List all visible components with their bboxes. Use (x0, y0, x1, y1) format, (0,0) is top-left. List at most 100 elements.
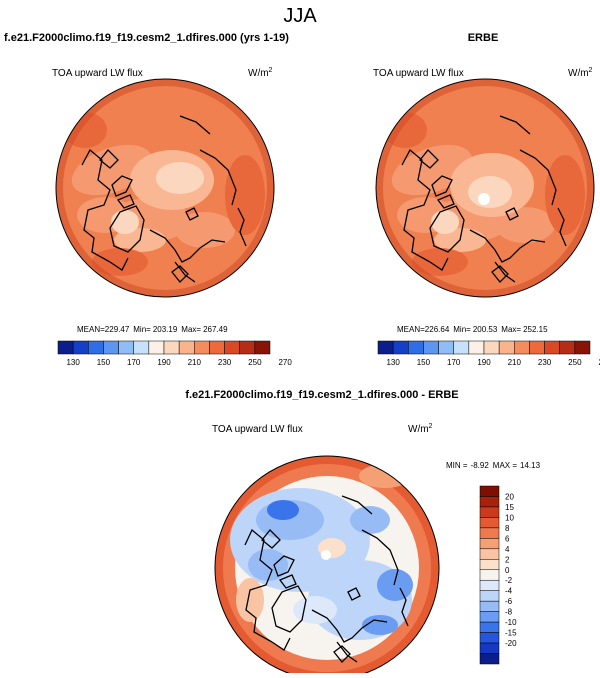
colorbar-tick-label: -20 (505, 639, 517, 648)
colorbar-box (423, 340, 439, 355)
colorbar-tick-label: 20 (505, 492, 514, 501)
colorbar-box (529, 340, 545, 355)
colorbar-tick-label: 130 (66, 358, 80, 367)
colorbar-box (559, 340, 576, 355)
colorbar-box (479, 590, 500, 602)
colorbar-tick-label: 10 (505, 513, 514, 522)
colorbar-tick-label: -4 (505, 587, 513, 596)
panel-diff-map-border (214, 455, 440, 678)
colorbar-box (148, 340, 165, 355)
colorbar-box (483, 340, 500, 355)
panel-model-units: W/m2 (248, 67, 273, 79)
panel-model-map-field (56, 79, 274, 297)
panel-diff-map-field (215, 456, 439, 678)
panel-model-coastlines (81, 115, 247, 283)
colorbar-box (118, 340, 134, 355)
colorbar-box (498, 340, 515, 355)
panel-obs-coastlines (401, 115, 567, 283)
panel-model-map-border (55, 78, 275, 298)
colorbar-box (544, 340, 560, 355)
colorbar-box (479, 548, 500, 560)
colorbar-box (514, 340, 530, 355)
colorbar-tick-label: 190 (157, 358, 171, 367)
colorbar-tick-label: 230 (538, 358, 552, 367)
colorbar-tick-label: -6 (505, 597, 513, 606)
colorbar-box (103, 340, 119, 355)
panel-diff-coastlines (244, 495, 409, 663)
colorbar-tick-label: -15 (505, 629, 517, 638)
colorbar-box (479, 559, 500, 571)
colorbar-tick-label: 130 (386, 358, 400, 367)
colorbar-box (438, 340, 454, 355)
colorbar-tick-label: 230 (218, 358, 232, 367)
colorbar-tick-label: 0 (505, 566, 510, 575)
colorbar-box (479, 527, 500, 539)
colorbar-tick-label: -2 (505, 576, 513, 585)
panel-obs-units: W/m2 (568, 67, 593, 79)
colorbar-tick-label: 8 (505, 524, 510, 533)
panel-diff-units: W/m2 (408, 423, 433, 435)
panel-diff-variable-label: TOA upward LW flux (212, 424, 303, 435)
panel-model: f.e21.F2000climo.f19_f19.cesm2_1.dfires.… (4, 32, 292, 367)
panel-obs-variable-label: TOA upward LW flux (373, 68, 464, 79)
page-title: JJA (283, 5, 317, 27)
panel-obs-title: ERBE (468, 32, 499, 44)
colorbar-box (133, 340, 150, 355)
colorbar-box (88, 340, 104, 355)
colorbar-box (479, 611, 500, 623)
panel-diff: f.e21.F2000climo.f19_f19.cesm2_1.dfires.… (185, 389, 541, 678)
panel-obs-map-field (376, 79, 594, 297)
colorbar-box (178, 340, 195, 355)
colorbar-tick-label: 2 (505, 555, 510, 564)
colorbar-tick-label: 270 (598, 358, 600, 367)
colorbar-tick-label: 150 (97, 358, 111, 367)
colorbar-box (224, 340, 240, 355)
colorbar-tick-label: 170 (447, 358, 461, 367)
colorbar-tick-label: 210 (188, 358, 202, 367)
colorbar-tick-label: 210 (508, 358, 522, 367)
colorbar-box (209, 340, 225, 355)
colorbar-box (408, 340, 424, 355)
colorbar-box (574, 340, 591, 355)
colorbar-box (453, 340, 470, 355)
colorbar-box (239, 340, 256, 355)
colorbar-tick-label: -8 (505, 608, 513, 617)
colorbar-box (479, 579, 500, 591)
colorbar-box (377, 340, 394, 355)
colorbar-box (479, 485, 500, 497)
panel-model-variable-label: TOA upward LW flux (52, 68, 143, 79)
colorbar-box (254, 340, 271, 355)
colorbar-tick-label: 6 (505, 534, 510, 543)
colorbar-tick-label: 170 (127, 358, 141, 367)
colorbar-tick-label: 4 (505, 545, 510, 554)
colorbar-box (72, 340, 89, 355)
colorbar-box (479, 506, 500, 518)
colorbar-box (57, 340, 74, 355)
colorbar-box (479, 642, 500, 654)
colorbar-box (479, 621, 500, 633)
colorbar-box (163, 340, 180, 355)
panel-obs: ERBE TOA upward LW flux W/m2 (373, 32, 600, 367)
panel-obs-map-border (375, 78, 595, 298)
colorbar-box (392, 340, 409, 355)
colorbar-box (479, 496, 500, 508)
colorbar-tick-label: 250 (568, 358, 582, 367)
colorbar-tick-label: 15 (505, 503, 514, 512)
panel-model-stats: MEAN=229.47 Min= 203.19 Max= 267.49 (77, 325, 228, 334)
colorbar-tick-label: 190 (477, 358, 491, 367)
panel-diff-stats: MIN = -8.92 MAX = 14.13 (446, 461, 541, 470)
colorbar-box (479, 517, 500, 529)
colorbar-box (194, 340, 210, 355)
panel-obs-stats: MEAN=226.64 Min= 200.53 Max= 252.15 (397, 325, 548, 334)
colorbar-box (479, 653, 500, 665)
colorbar-box (479, 600, 500, 612)
panel-obs-colorbar: 130 150 170 190 210 230 250 270 (377, 340, 600, 367)
colorbar-box (479, 538, 500, 550)
colorbar-tick-label: 150 (417, 358, 431, 367)
colorbar-box (479, 632, 500, 644)
panel-diff-title: f.e21.F2000climo.f19_f19.cesm2_1.dfires.… (185, 389, 458, 401)
colorbar-tick-label: -10 (505, 618, 517, 627)
panel-model-colorbar: 130 150 170 190 210 230 250 270 (57, 340, 292, 367)
